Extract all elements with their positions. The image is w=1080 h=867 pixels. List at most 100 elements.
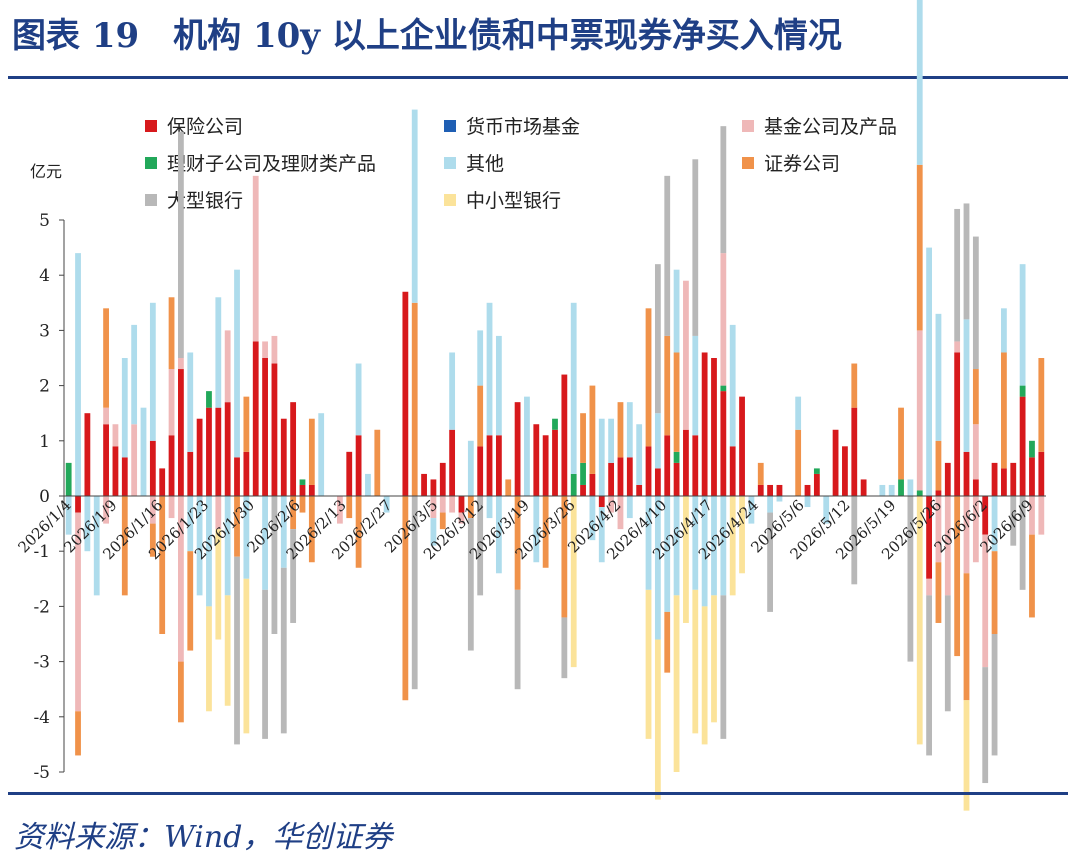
bar-segment [524, 396, 530, 496]
bar-segment [580, 462, 586, 485]
bar-segment [149, 440, 156, 496]
bar-segment [206, 606, 212, 712]
bar-segment [1010, 462, 1017, 496]
bar-segment [991, 634, 998, 756]
bar-segment [720, 126, 727, 254]
bar-segment [963, 451, 970, 496]
bar-segment [75, 711, 81, 756]
bar-segment [673, 451, 680, 463]
bar-segment [196, 496, 203, 596]
bar-segment [280, 418, 287, 496]
bar-segment [963, 573, 970, 701]
bar-segment [206, 391, 212, 408]
bar-segment [178, 496, 184, 662]
bar-segment [187, 451, 194, 496]
legend-label: 保险公司 [167, 116, 244, 138]
bar-segment [916, 490, 923, 496]
bar-segment [121, 457, 128, 496]
bar-segment [916, 164, 923, 331]
bar-segment [75, 253, 81, 496]
bar-segment [421, 473, 427, 496]
bar-segment [683, 496, 689, 623]
bar-segment [290, 529, 297, 623]
bar-segment [991, 496, 998, 552]
bar-segment [963, 319, 970, 452]
bar-segment [159, 496, 166, 634]
bar-segment [149, 496, 156, 524]
bar-segment [243, 396, 250, 452]
y-tick-label: -5 [33, 763, 50, 783]
bar-segment [692, 435, 699, 496]
legend-label: 大型银行 [167, 190, 244, 212]
bar-segment [131, 324, 138, 425]
bar-segment [823, 496, 830, 524]
bar-segment [767, 484, 774, 496]
bar-segment [336, 496, 343, 524]
bar-segment [449, 352, 456, 430]
bar-segment [645, 589, 652, 739]
bar-segment [224, 330, 231, 403]
bar-segment [477, 496, 484, 596]
bar-segment [402, 291, 409, 496]
bar-segment [318, 413, 325, 496]
bar-segment [1019, 496, 1026, 590]
legend-swatch [444, 193, 456, 206]
bar-segment [65, 496, 72, 535]
bar-segment [495, 435, 502, 496]
bar-segment [767, 496, 774, 513]
bar-segment [935, 496, 942, 563]
bar-segment [308, 484, 315, 496]
bar-segment [767, 512, 774, 612]
bar-segment [804, 496, 811, 508]
bar-segment [645, 496, 652, 590]
bar-segment [112, 424, 119, 447]
legend-swatch [444, 119, 456, 132]
bar-segment [898, 479, 904, 496]
bar-segment [580, 484, 586, 496]
bar-segment [234, 269, 240, 458]
bar-segment [467, 518, 474, 651]
bar-segment [1019, 264, 1026, 386]
bar-segment [692, 589, 699, 734]
y-tick-label: 3 [39, 321, 50, 341]
bottom-rule [8, 792, 1068, 795]
bar-segment [664, 335, 671, 436]
bar-segment [308, 496, 315, 563]
bar-segment [280, 496, 287, 568]
bar-segment [215, 407, 222, 496]
bar-segment [234, 457, 240, 496]
bar-segment [1001, 352, 1007, 469]
bar-segment [458, 512, 465, 524]
bar-segment [206, 407, 212, 496]
bar-segment [252, 175, 259, 342]
bar-segment [430, 518, 437, 546]
bar-segment [654, 639, 661, 800]
bar-segment [907, 496, 914, 662]
legend-item-large-bank: 大型银行 [145, 186, 243, 213]
bar-segment [495, 335, 502, 436]
bar-segment [991, 551, 998, 634]
bar-segment [944, 462, 951, 496]
bar-segment [711, 496, 717, 596]
bar-segment [972, 236, 979, 370]
bar-segment [411, 302, 418, 496]
bar-segment [813, 468, 820, 474]
bar-segment [103, 407, 109, 425]
bar-segment [851, 496, 858, 585]
bar-segment [963, 203, 970, 320]
bar-segment [103, 496, 109, 524]
y-tick-label: 0 [39, 487, 50, 507]
bar-segment [346, 496, 353, 519]
y-tick-label: 1 [39, 432, 50, 452]
bar-segment [580, 413, 586, 463]
bar-segment [935, 440, 942, 491]
bar-segment [1038, 358, 1045, 452]
bar-segment [589, 385, 596, 474]
bar-segment [187, 352, 194, 452]
bar-segment [514, 402, 521, 496]
bar-segment [972, 479, 979, 496]
legend-swatch [742, 156, 754, 169]
bar-segment [991, 462, 998, 496]
bar-segment [972, 496, 979, 563]
bar-segment [271, 335, 278, 364]
